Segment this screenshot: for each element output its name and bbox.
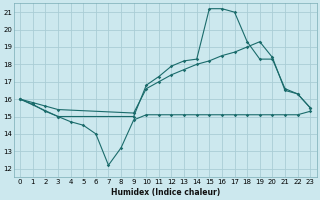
- X-axis label: Humidex (Indice chaleur): Humidex (Indice chaleur): [111, 188, 220, 197]
